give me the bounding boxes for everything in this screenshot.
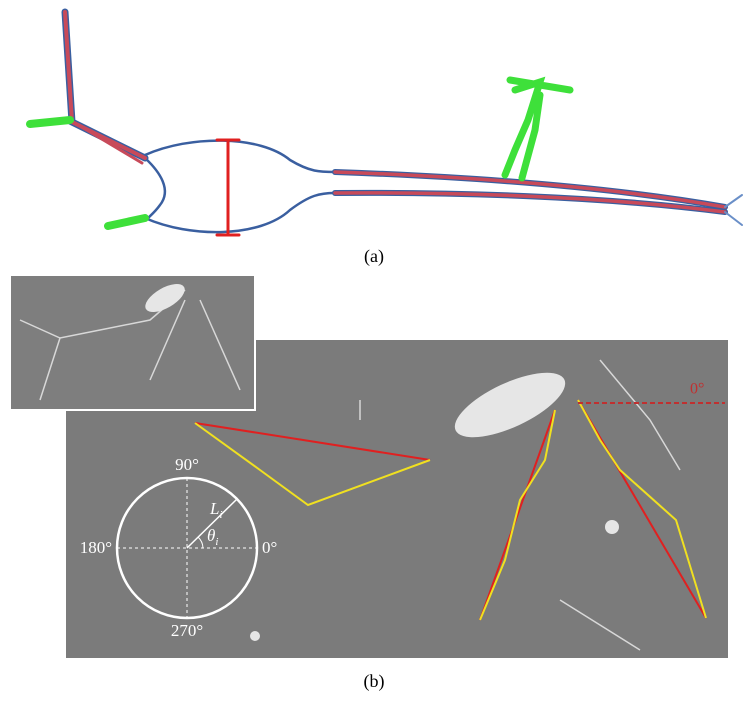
angle-label: 180° — [80, 538, 112, 557]
subscript: i — [215, 536, 218, 548]
panel-label: (a) — [364, 246, 384, 267]
schematic — [30, 12, 742, 235]
angle-label: 90° — [175, 455, 199, 474]
subscript: i — [219, 509, 222, 521]
symbol: θ — [207, 526, 215, 545]
panel-label: (b) — [364, 671, 385, 692]
figure: (a) 90° 180° 0° 270° Li θi 0° (b) — [0, 0, 748, 698]
symbol: L — [209, 499, 219, 518]
angle-label: 0° — [262, 538, 277, 557]
reference-angle: 0° — [690, 381, 704, 398]
angle-label: 270° — [171, 621, 203, 640]
